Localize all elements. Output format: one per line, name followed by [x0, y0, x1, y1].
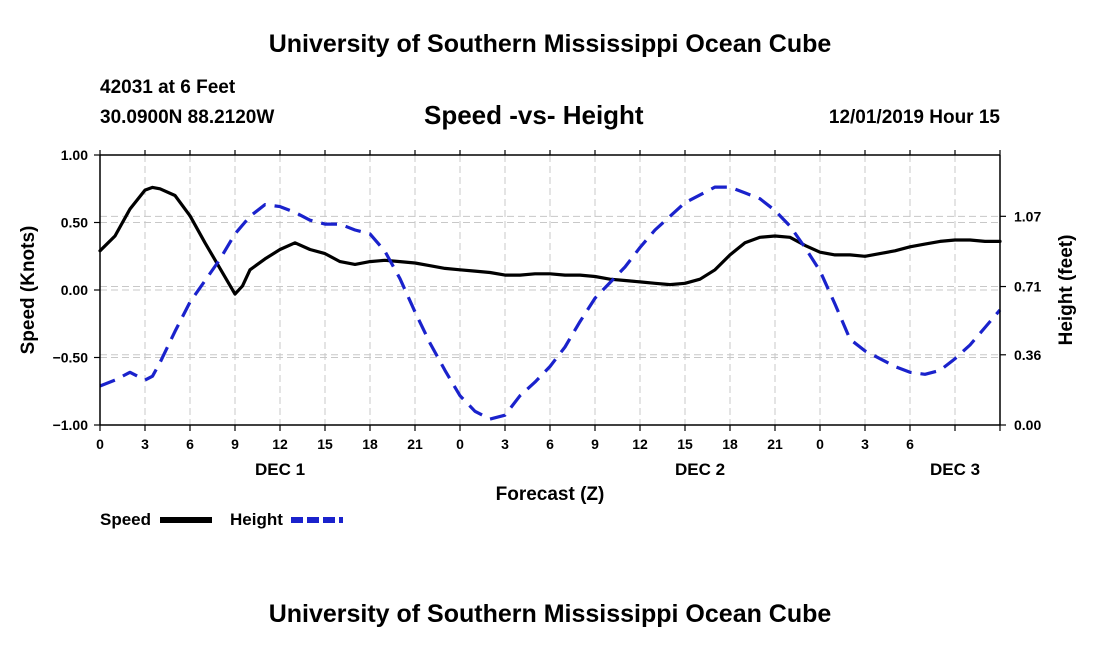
height-series-line	[99, 185, 1002, 421]
x-tick-label: 6	[906, 436, 914, 452]
x-tick-label: 0	[96, 436, 104, 452]
coordinates-label: 30.0900N 88.2120W	[100, 107, 275, 128]
label-layer: 0 3 6 9 12 15 18 21 0 3 6 9 12 15 18 21 0 3 6 −1.00 −0.50 0.0…	[18, 147, 1077, 505]
top-title: University of Southern Mississippi Ocean…	[268, 30, 832, 58]
x-tick-label: 18	[722, 436, 738, 452]
x-tick-label: 15	[317, 436, 333, 452]
x-tick-label: 18	[362, 436, 378, 452]
y2-tick-label: 0.36	[1014, 347, 1041, 363]
y-tick-label: −0.50	[53, 350, 89, 366]
x-tick-label: 0	[456, 436, 464, 452]
y2-tick-label: 0.71	[1014, 279, 1041, 295]
x-tick-label: 9	[591, 436, 599, 452]
x-tick-label: 15	[677, 436, 693, 452]
x-tick-label: 3	[501, 436, 509, 452]
x-tick-label: 3	[861, 436, 869, 452]
y-tick-label: 0.50	[61, 215, 88, 231]
series-layer	[98, 185, 1002, 421]
x-tick-label: 6	[186, 436, 194, 452]
axes-layer	[94, 150, 1006, 431]
x-tick-label: 3	[141, 436, 149, 452]
date-label: 12/01/2019 Hour 15	[828, 107, 1000, 128]
y2-axis-title: Height (feet)	[1056, 235, 1077, 346]
chart-title: Speed -vs- Height	[424, 100, 644, 130]
x-tick-label: 6	[546, 436, 554, 452]
legend-speed-label: Speed	[100, 510, 151, 529]
day-label: DEC 2	[675, 460, 725, 479]
day-label: DEC 1	[255, 460, 305, 479]
legend-height-label: Height	[230, 510, 283, 529]
x-tick-label: 21	[407, 436, 423, 452]
station-label: 42031 at 6 Feet	[100, 77, 236, 98]
x-tick-label: 12	[632, 436, 648, 452]
legend: Speed Height	[100, 510, 343, 529]
y-tick-label: 0.00	[61, 282, 88, 298]
x-tick-label: 21	[767, 436, 783, 452]
y2-tick-label: 0.00	[1014, 417, 1041, 433]
y2-tick-label: 1.07	[1014, 208, 1041, 224]
y-tick-label: −1.00	[53, 417, 89, 433]
x-tick-label: 0	[816, 436, 824, 452]
day-label: DEC 3	[930, 460, 980, 479]
bottom-title: University of Southern Mississippi Ocean…	[268, 600, 832, 628]
x-axis-title: Forecast (Z)	[496, 484, 605, 505]
y-axis-title: Speed (Knots)	[18, 226, 39, 355]
grid-layer	[100, 155, 1000, 425]
x-tick-label: 9	[231, 436, 239, 452]
y-tick-label: 1.00	[61, 147, 88, 163]
x-tick-label: 12	[272, 436, 288, 452]
speed-series-line	[98, 185, 1002, 296]
